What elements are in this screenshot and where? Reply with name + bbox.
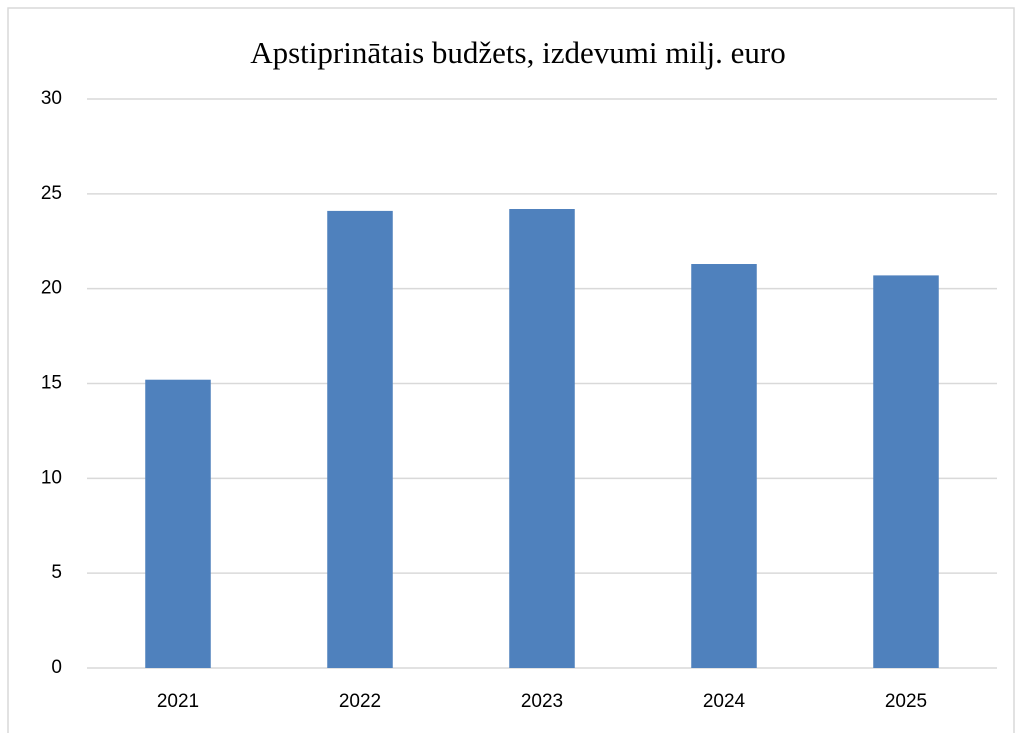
y-tick-label: 0 bbox=[51, 657, 62, 678]
x-tick-label: 2024 bbox=[703, 691, 746, 712]
y-tick-label: 15 bbox=[41, 373, 62, 394]
y-tick-label: 30 bbox=[41, 88, 62, 109]
y-tick-label: 20 bbox=[41, 278, 62, 299]
bar bbox=[509, 209, 575, 669]
chart-title: Apstiprinātais budžets, izdevumi milj. e… bbox=[250, 35, 786, 70]
bar bbox=[691, 264, 757, 668]
x-tick-label: 2021 bbox=[157, 691, 199, 712]
y-tick-label: 5 bbox=[51, 562, 62, 583]
x-tick-label: 2025 bbox=[885, 691, 927, 712]
y-tick-label: 10 bbox=[41, 467, 62, 488]
bar bbox=[873, 275, 939, 668]
y-tick-label: 25 bbox=[41, 183, 62, 204]
bar bbox=[327, 210, 393, 669]
x-tick-label: 2023 bbox=[521, 691, 563, 712]
x-tick-label: 2022 bbox=[339, 691, 381, 712]
bar bbox=[145, 379, 211, 668]
